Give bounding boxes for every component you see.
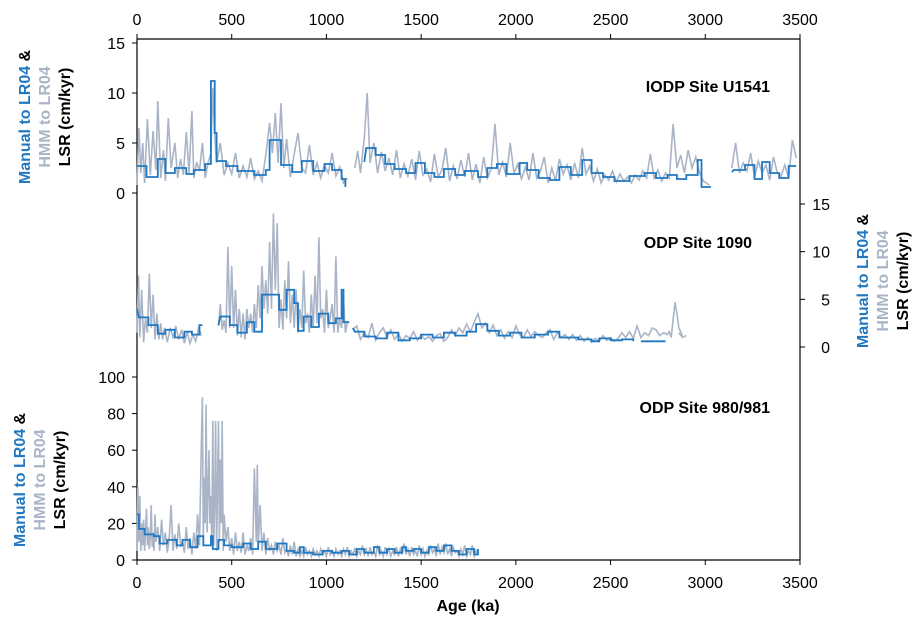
y-tick-label: 15 (812, 197, 830, 214)
y-tick-label: 0 (116, 553, 125, 570)
series-line-hmm (136, 397, 479, 560)
y-tick-label: 10 (107, 86, 125, 103)
y-tick-label: 5 (116, 136, 125, 153)
series-line-hmm (136, 273, 203, 347)
panel-1090-frame (136, 193, 801, 377)
y-title-amp: & (855, 213, 872, 229)
svg-text:Manual to LR04 &: Manual to LR04 & (12, 412, 29, 547)
site-label-u1541: IODP Site U1541 (646, 79, 770, 96)
y-title-manual: Manual to LR04 (12, 429, 29, 547)
y-title-hmm: HMM to LR04 (37, 66, 54, 167)
x-tick-label-top: 1000 (309, 12, 345, 29)
y-title-amp: & (17, 49, 34, 65)
series-line-manual (363, 147, 711, 188)
site-label-980: ODP Site 980/981 (640, 400, 771, 417)
y-tick-label: 5 (821, 292, 830, 309)
panel-u1541-frame (136, 38, 801, 193)
series-line-manual (568, 336, 635, 343)
x-axis-title: Age (ka) (436, 598, 499, 615)
y-tick-label: 0 (821, 340, 830, 357)
series-line-hmm (354, 92, 710, 186)
x-tick-label-top: 3500 (782, 12, 818, 29)
y-tick-label: 15 (107, 36, 125, 53)
x-tick-label-bottom: 1500 (403, 575, 439, 592)
series-line-hmm (678, 332, 687, 339)
y-title-lsr: LSR (cm/kyr) (52, 431, 69, 530)
x-tick-label-bottom: 3000 (687, 575, 723, 592)
x-tick-label-bottom: 2000 (498, 575, 534, 592)
y-tick-label: 80 (107, 407, 125, 424)
y-axis-title-980: Manual to LR04 & HMM to LR04 LSR (cm/kyr… (12, 412, 69, 547)
y-axis-title-u1541: Manual to LR04 & HMM to LR04 LSR (cm/kyr… (17, 49, 74, 184)
x-tick-label-top: 500 (218, 12, 245, 29)
series-line-manual (217, 288, 350, 334)
y-tick-label: 60 (107, 443, 125, 460)
y-title-lsr: LSR (cm/kyr) (57, 68, 74, 167)
series-line-manual (731, 161, 797, 180)
x-tick-label-bottom: 500 (218, 575, 245, 592)
series-line-hmm (731, 139, 797, 181)
y-tick-label: 40 (107, 480, 125, 497)
series-line-manual (137, 513, 479, 556)
chart-marks: 0050050010001000150015002000200025002500… (98, 12, 830, 592)
x-tick-label-top: 2500 (593, 12, 629, 29)
series-line-hmm (352, 302, 684, 344)
y-tick-label: 100 (98, 370, 125, 387)
y-title-amp: & (12, 412, 29, 428)
series-line-hmm (136, 87, 348, 186)
x-tick-label-bottom: 1000 (309, 575, 345, 592)
site-label-1090: ODP Site 1090 (644, 235, 752, 252)
y-tick-label: 10 (812, 245, 830, 262)
series-line-manual (352, 323, 569, 342)
y-axis-title-1090: Manual to LR04 & HMM to LR04 LSR (cm/kyr… (855, 213, 912, 348)
x-tick-label-bottom: 0 (133, 575, 142, 592)
y-tick-label: 0 (116, 186, 125, 203)
y-title-manual: Manual to LR04 (855, 230, 872, 348)
x-tick-label-top: 1500 (403, 12, 439, 29)
y-title-hmm: HMM to LR04 (875, 230, 892, 331)
svg-text:Manual to LR04 &: Manual to LR04 & (17, 49, 34, 184)
series-line-hmm (217, 213, 349, 340)
x-tick-label-bottom: 2500 (593, 575, 629, 592)
svg-text:Manual to LR04 &: Manual to LR04 & (855, 213, 872, 348)
y-tick-label: 20 (107, 516, 125, 533)
y-title-hmm: HMM to LR04 (32, 429, 49, 530)
x-tick-label-top: 0 (133, 12, 142, 29)
x-tick-label-top: 2000 (498, 12, 534, 29)
x-tick-label-top: 3000 (687, 12, 723, 29)
x-tick-label-bottom: 3500 (782, 575, 818, 592)
series-line-manual (137, 80, 347, 187)
y-title-lsr: LSR (cm/kyr) (895, 232, 912, 331)
y-title-manual: Manual to LR04 (17, 66, 34, 184)
series-line-manual (136, 308, 203, 339)
